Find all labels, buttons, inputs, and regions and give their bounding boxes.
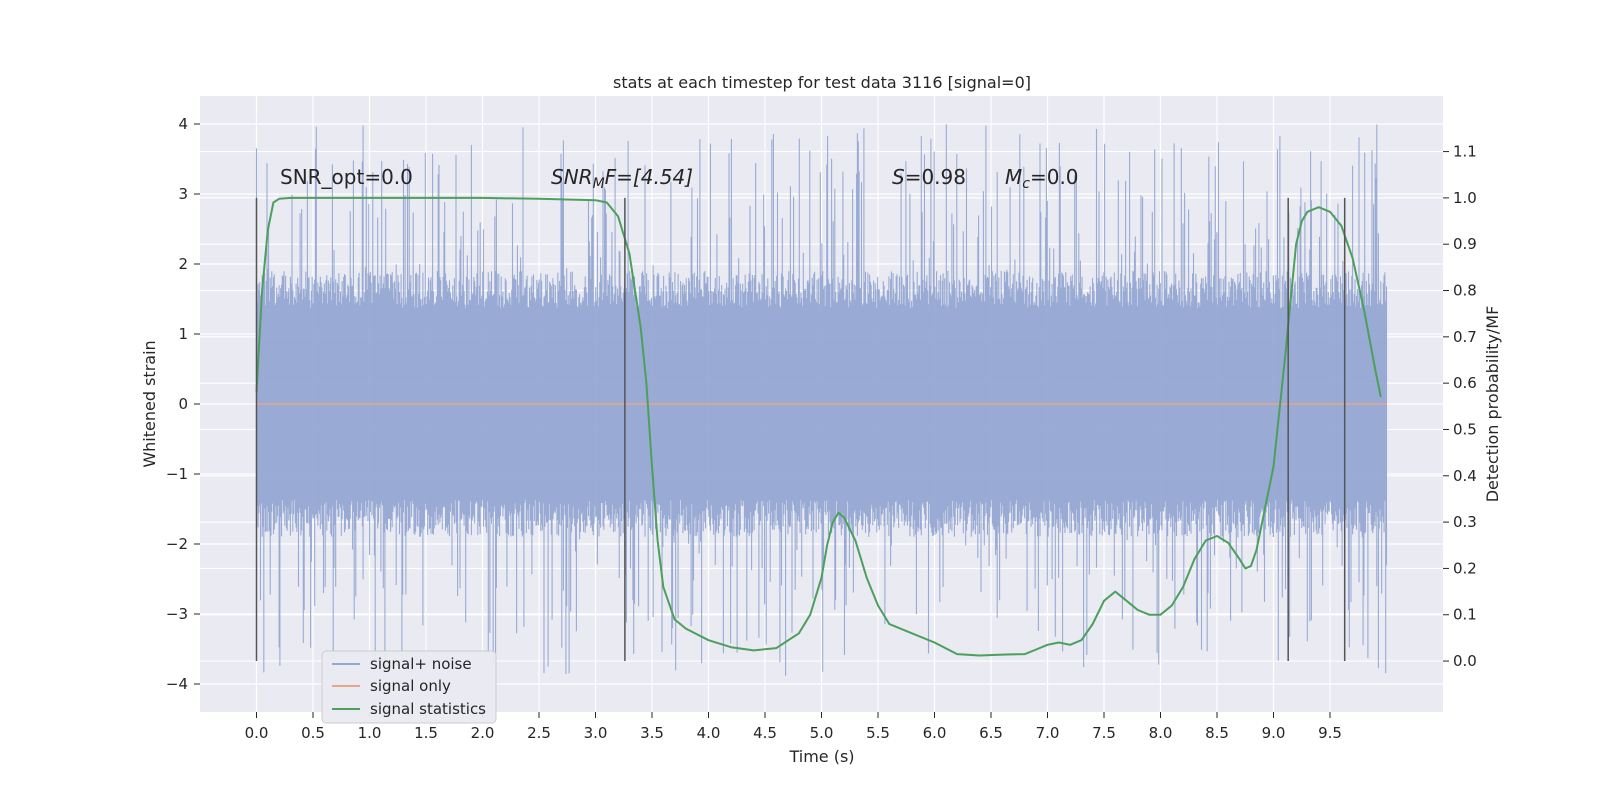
y2-tick-label: 0.4 (1453, 467, 1477, 485)
snr-mf-rest: F=[4.54] (605, 165, 693, 189)
x-tick-label: 4.5 (753, 724, 777, 742)
y-tick-label: 1 (178, 325, 188, 343)
x-tick-labels: 0.0 0.5 1.0 1.5 2.0 2.5 3.0 3.5 4.0 4.5 5.0 5.5 6.0 6… (245, 712, 1342, 742)
mc-value: =0.0 (1030, 165, 1079, 189)
legend: signal+ noise signal only signal statist… (321, 650, 497, 724)
mc-sub: c (1022, 176, 1030, 192)
y-tick-label: −2 (166, 535, 188, 553)
legend-label-signal-noise: signal+ noise (370, 655, 472, 673)
x-tick-label: 5.0 (810, 724, 834, 742)
x-tick-label: 1.5 (414, 724, 438, 742)
x-tick-label: 2.0 (471, 724, 495, 742)
y-tick-label: −4 (166, 675, 188, 693)
y-tick-labels: 4 3 2 1 0 −1 −2 −3 −4 (166, 115, 200, 693)
x-tick-label: 4.0 (697, 724, 721, 742)
x-tick-label: 1.0 (358, 724, 382, 742)
snr-mf-sub: M (593, 176, 605, 192)
x-axis-label: Time (s) (788, 747, 854, 766)
y-tick-label: 4 (178, 115, 188, 133)
x-tick-label: 7.5 (1092, 724, 1116, 742)
y-tick-label: −1 (166, 465, 188, 483)
annotation-s: S=0.98 (892, 165, 966, 189)
legend-label-signal-only: signal only (370, 677, 451, 695)
y2-tick-label: 0.8 (1453, 282, 1477, 300)
x-tick-label: 3.0 (584, 724, 608, 742)
y2-tick-label: 0.5 (1453, 420, 1477, 438)
series-lines (255, 196, 1387, 657)
x-tick-label: 2.5 (527, 724, 551, 742)
x-tick-label: 5.5 (866, 724, 890, 742)
annotation-snr-mf: SNRMF=[4.54] (551, 165, 693, 192)
y2-tick-label: 0.7 (1453, 328, 1477, 346)
y-tick-label: 0 (178, 395, 188, 413)
y2-tick-label: 1.1 (1453, 143, 1477, 161)
x-tick-label: 7.0 (1036, 724, 1060, 742)
x-tick-label: 9.5 (1318, 724, 1342, 742)
y2-axis-label: Detection probability/MF (1483, 306, 1502, 503)
y-axis-label: Whitened strain (140, 340, 159, 467)
x-tick-label: 9.0 (1262, 724, 1286, 742)
vertical-markers (255, 197, 1346, 662)
x-tick-label: 0.5 (301, 724, 325, 742)
y-tick-label: 3 (178, 185, 188, 203)
mc-main: M (1005, 165, 1022, 189)
s-label: S (892, 165, 905, 189)
y2-tick-label: 0.1 (1453, 606, 1477, 624)
annotation-snr-opt: SNR_opt=0.0 (280, 165, 413, 189)
y2-tick-label: 0.2 (1453, 559, 1477, 577)
x-tick-label: 8.0 (1149, 724, 1173, 742)
x-tick-label: 8.5 (1205, 724, 1229, 742)
x-tick-label: 3.5 (640, 724, 664, 742)
chart-title: stats at each timestep for test data 311… (613, 73, 1031, 92)
signal-statistics-line (255, 196, 1382, 657)
y2-tick-label: 0.3 (1453, 513, 1477, 531)
y2-tick-label: 0.6 (1453, 374, 1477, 392)
x-tick-label: 6.0 (923, 724, 947, 742)
snr-mf-main: SNR (551, 165, 593, 189)
y2-tick-label: 1.0 (1453, 189, 1477, 207)
y2-tick-label: 0.9 (1453, 235, 1477, 253)
x-tick-label: 6.5 (979, 724, 1003, 742)
x-tick-label: 0.0 (245, 724, 269, 742)
annotation-mc: Mc=0.0 (1005, 165, 1079, 192)
y-tick-label: −3 (166, 605, 188, 623)
legend-box (321, 650, 497, 724)
legend-label-signal-statistics: signal statistics (370, 700, 486, 718)
s-value: =0.98 (905, 165, 966, 189)
y-tick-label: 2 (178, 255, 188, 273)
y2-tick-labels: 1.1 1.0 0.9 0.8 0.7 0.6 0.5 0.4 0.3 0.2 0.1 0.0 (1443, 143, 1477, 670)
y2-tick-label: 0.0 (1453, 652, 1477, 670)
